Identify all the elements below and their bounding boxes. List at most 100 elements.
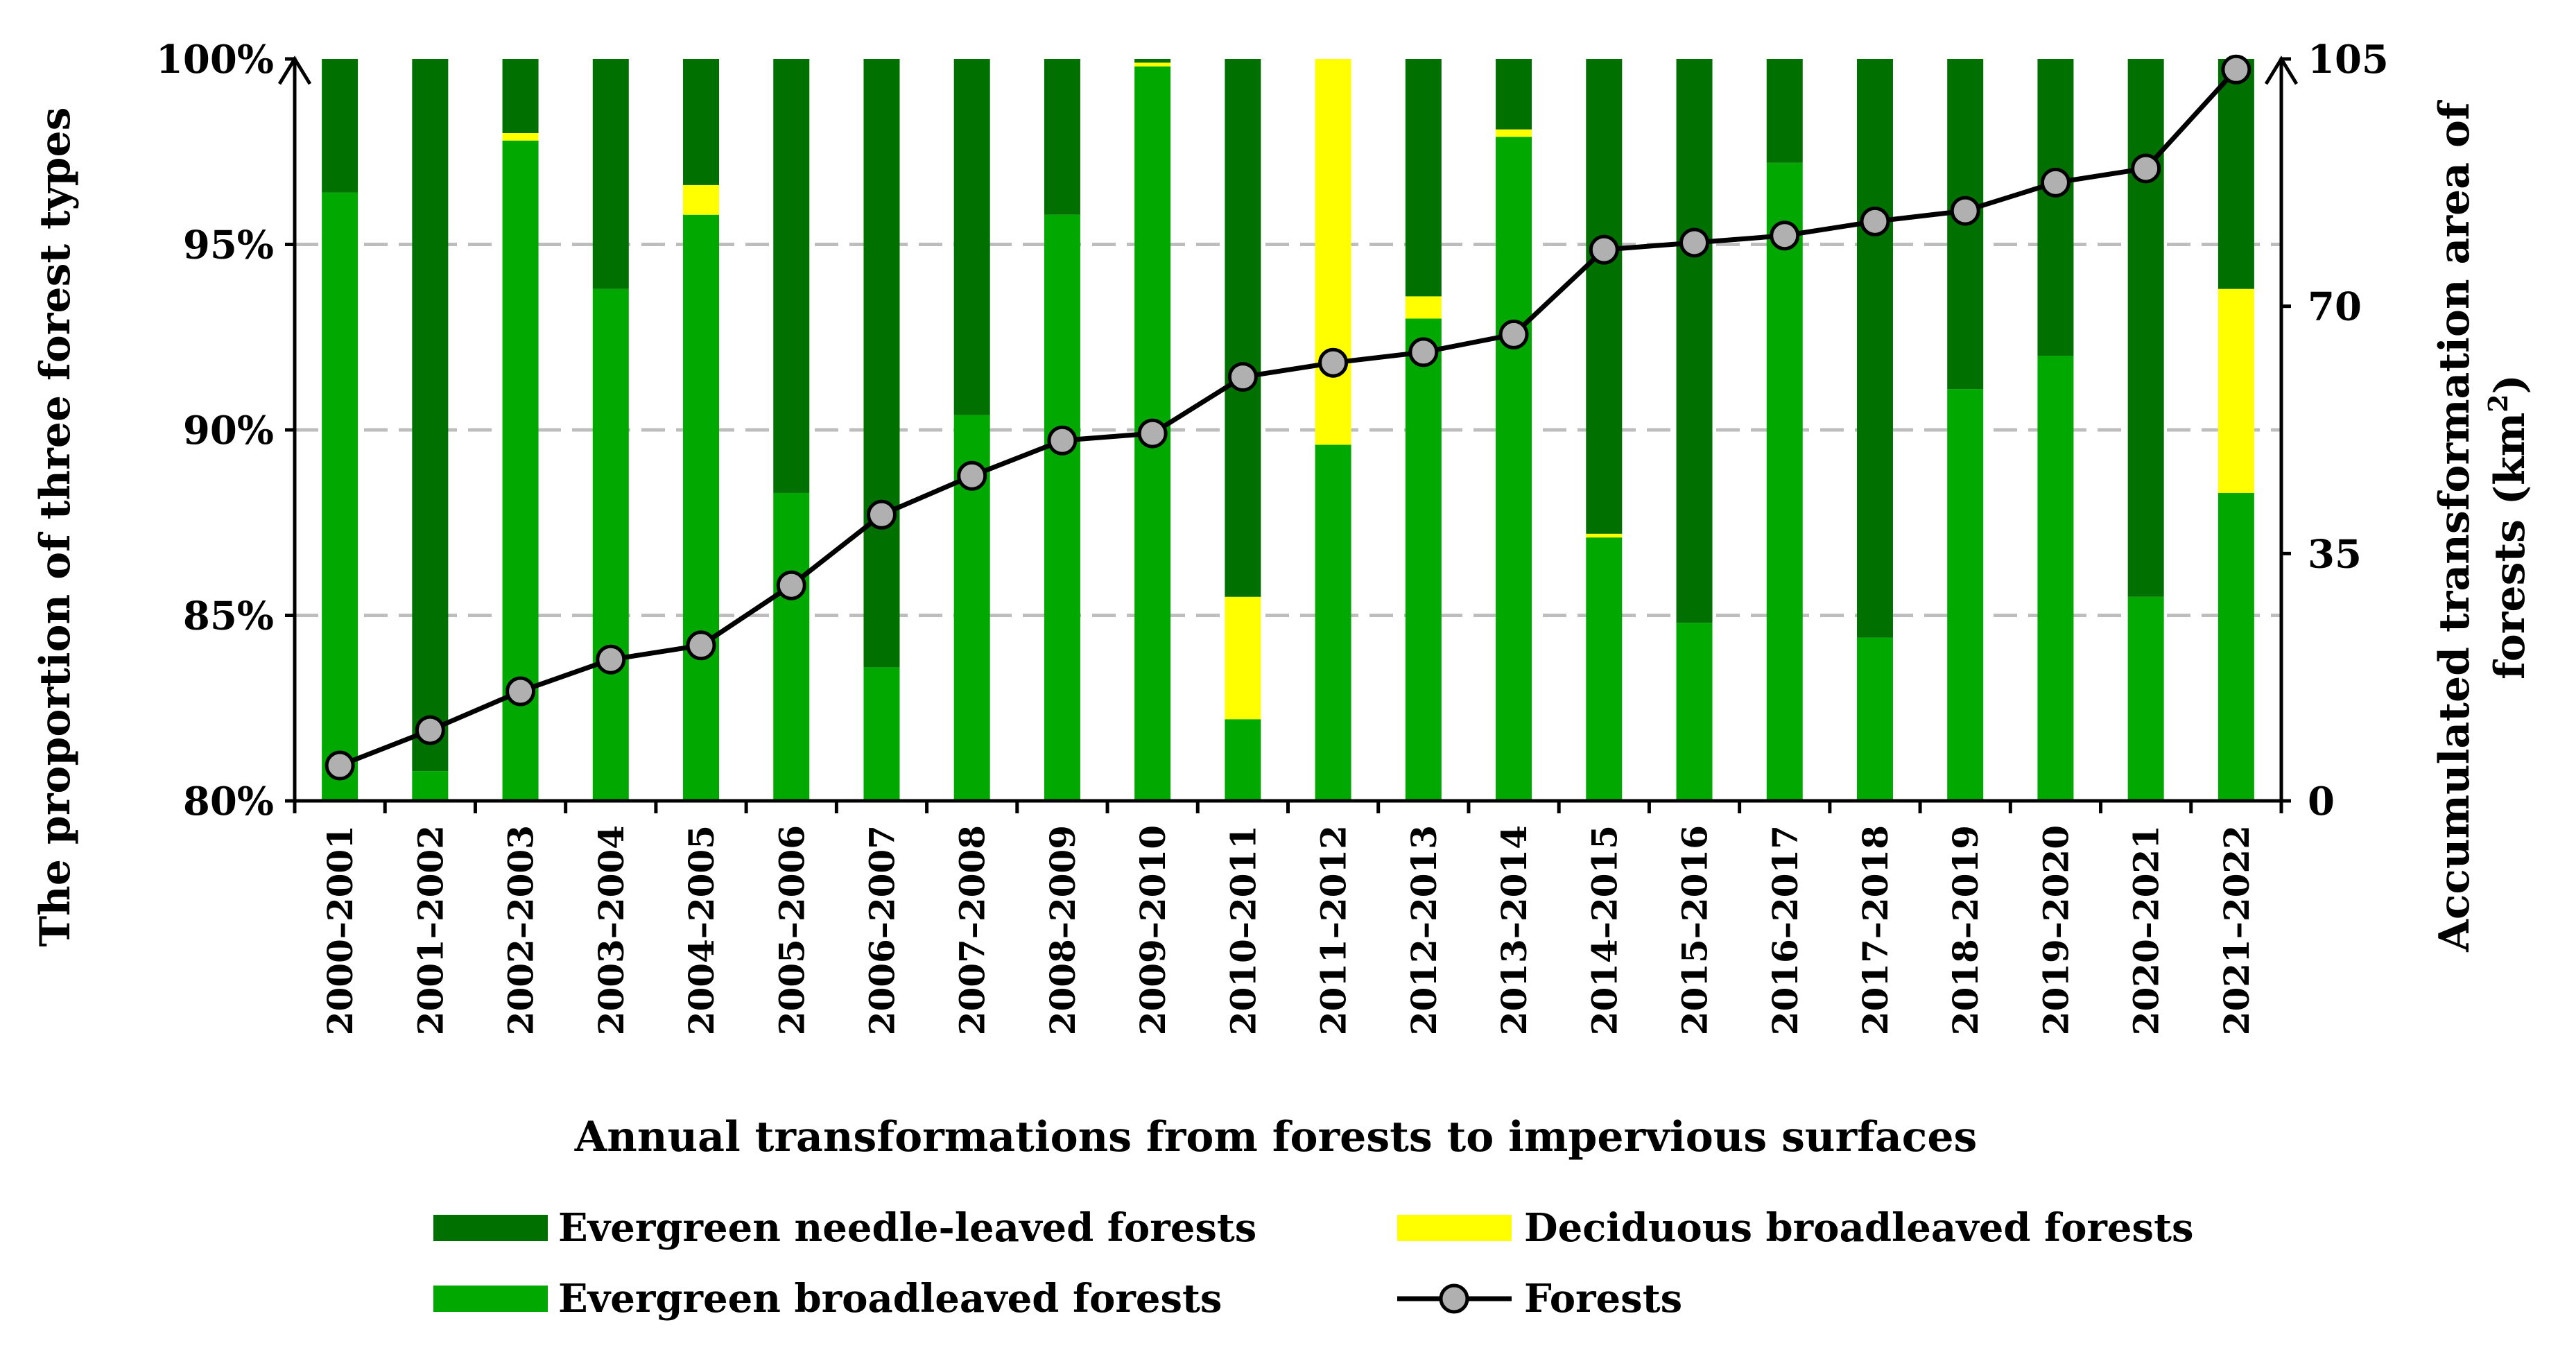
x-tick-label-12: 2012–2013 bbox=[1403, 825, 1444, 1035]
forests-point-2 bbox=[505, 676, 536, 707]
x-tick-label-3: 2003–2004 bbox=[591, 825, 632, 1035]
x-tick-label-4: 2004–2005 bbox=[681, 825, 722, 1035]
bar-deciduous-10 bbox=[1225, 596, 1261, 720]
bar-needle-10 bbox=[1225, 59, 1261, 597]
forests-point-21 bbox=[2221, 54, 2251, 85]
forests-point-3 bbox=[596, 644, 626, 675]
forests-point-5 bbox=[776, 570, 806, 600]
legend-label-needle: Evergreen needle-leaved forests bbox=[558, 1205, 1256, 1251]
legend-label-broadleaved: Evergreen broadleaved forests bbox=[558, 1276, 1222, 1322]
x-tick-label-15: 2015–2016 bbox=[1675, 825, 1715, 1035]
bar-deciduous-9 bbox=[1134, 62, 1171, 67]
legend-swatch-deciduous bbox=[1397, 1215, 1512, 1241]
forests-point-19 bbox=[2040, 167, 2071, 198]
x-tick-label-10: 2010–2011 bbox=[1222, 825, 1263, 1035]
x-tick-label-14: 2014–2015 bbox=[1584, 825, 1625, 1035]
forests-point-7 bbox=[957, 460, 987, 491]
x-tick-label-19: 2019–2020 bbox=[2035, 825, 2076, 1035]
axes bbox=[277, 55, 2299, 813]
left-tick-label-95: 95% bbox=[183, 223, 274, 268]
bar-needle-1 bbox=[412, 59, 449, 772]
bar-needle-6 bbox=[863, 59, 900, 668]
bar-broadleaved-18 bbox=[1947, 389, 1984, 801]
right-axis-title-2: forests (km2) bbox=[2482, 374, 2534, 680]
right-tick-label-35: 35 bbox=[2308, 531, 2362, 577]
forests-point-8 bbox=[1047, 425, 1078, 456]
gridlines bbox=[295, 243, 2281, 617]
bar-deciduous-14 bbox=[1586, 533, 1623, 538]
bar-broadleaved-3 bbox=[592, 288, 629, 801]
bar-deciduous-13 bbox=[1496, 129, 1532, 137]
forests-point-18 bbox=[1950, 196, 1980, 226]
bar-deciduous-12 bbox=[1405, 296, 1442, 319]
legend-label-forests: Forests bbox=[1524, 1276, 1682, 1322]
forests-point-0 bbox=[325, 750, 355, 781]
bar-broadleaved-4 bbox=[683, 214, 720, 801]
right-axis-title-close: ) bbox=[2486, 374, 2534, 394]
x-tick-label-11: 2011–2012 bbox=[1313, 825, 1354, 1035]
bar-needle-21 bbox=[2218, 59, 2254, 289]
forests-point-20 bbox=[2131, 153, 2161, 184]
x-tick-label-17: 2017–2018 bbox=[1855, 825, 1896, 1035]
x-tick-label-20: 2020–2021 bbox=[2126, 825, 2167, 1035]
legend: Evergreen needle-leaved forests Deciduou… bbox=[433, 1205, 2193, 1322]
bar-needle-2 bbox=[502, 59, 539, 133]
bar-deciduous-4 bbox=[683, 184, 720, 215]
forests-point-12 bbox=[1408, 337, 1439, 367]
x-tick-label-21: 2021–2022 bbox=[2216, 825, 2257, 1035]
x-tick-label-8: 2008–2009 bbox=[1042, 825, 1083, 1035]
x-axis-title: Annual transformations from forests to i… bbox=[574, 1113, 1978, 1161]
bar-needle-14 bbox=[1586, 59, 1623, 534]
x-tick-label-7: 2007–2008 bbox=[952, 825, 993, 1035]
forests-point-17 bbox=[1860, 206, 1890, 236]
bar-deciduous-11 bbox=[1315, 59, 1351, 445]
right-axis-title-line2: forests (km bbox=[2486, 413, 2534, 680]
forests-line-path bbox=[338, 67, 2238, 768]
left-tick-label-80: 80% bbox=[183, 779, 274, 824]
bars bbox=[322, 59, 2254, 802]
bar-needle-19 bbox=[2037, 59, 2074, 356]
bar-broadleaved-12 bbox=[1405, 318, 1442, 801]
x-tick-label-18: 2018–2019 bbox=[1945, 825, 1986, 1035]
right-axis-title: Accumulated transformation area of bbox=[2430, 99, 2479, 953]
bar-needle-7 bbox=[953, 59, 990, 415]
x-tick-label-2: 2002–2003 bbox=[501, 825, 542, 1035]
forests-point-13 bbox=[1498, 319, 1529, 349]
forests-point-16 bbox=[1770, 220, 1800, 251]
right-tick-label-0: 0 bbox=[2308, 779, 2335, 824]
bar-needle-3 bbox=[592, 59, 629, 289]
bar-needle-20 bbox=[2127, 59, 2164, 597]
forests-point-6 bbox=[866, 499, 897, 530]
bar-broadleaved-1 bbox=[412, 771, 449, 801]
forests-point-15 bbox=[1679, 227, 1710, 258]
forests-line bbox=[325, 54, 2251, 781]
bar-needle-12 bbox=[1405, 59, 1442, 297]
bar-broadleaved-21 bbox=[2218, 492, 2254, 801]
right-tick-label-105: 105 bbox=[2308, 37, 2389, 83]
x-tick-label-1: 2001–2002 bbox=[410, 825, 451, 1035]
bar-broadleaved-13 bbox=[1496, 137, 1532, 802]
legend-label-deciduous: Deciduous broadleaved forests bbox=[1524, 1205, 2193, 1251]
bar-broadleaved-8 bbox=[1044, 214, 1080, 801]
forests-point-4 bbox=[686, 630, 716, 661]
forests-point-14 bbox=[1589, 234, 1619, 265]
legend-swatch-needle bbox=[433, 1215, 548, 1241]
bar-broadleaved-10 bbox=[1225, 719, 1261, 801]
bar-broadleaved-19 bbox=[2037, 356, 2074, 801]
bar-broadleaved-16 bbox=[1766, 162, 1803, 802]
bar-deciduous-21 bbox=[2218, 288, 2254, 493]
bar-needle-4 bbox=[683, 59, 720, 185]
bar-needle-17 bbox=[1856, 59, 1893, 638]
forests-point-10 bbox=[1227, 362, 1258, 392]
bar-needle-16 bbox=[1766, 59, 1803, 163]
bar-needle-15 bbox=[1676, 59, 1713, 623]
x-tick-label-5: 2005–2006 bbox=[771, 825, 812, 1035]
bar-needle-8 bbox=[1044, 59, 1080, 215]
x-tick-label-16: 2016–2017 bbox=[1765, 825, 1806, 1035]
bar-deciduous-2 bbox=[502, 133, 539, 141]
bar-broadleaved-0 bbox=[322, 192, 358, 802]
left-tick-label-100: 100% bbox=[156, 37, 274, 83]
left-axis-title: The proportion of three forest types bbox=[31, 107, 80, 947]
